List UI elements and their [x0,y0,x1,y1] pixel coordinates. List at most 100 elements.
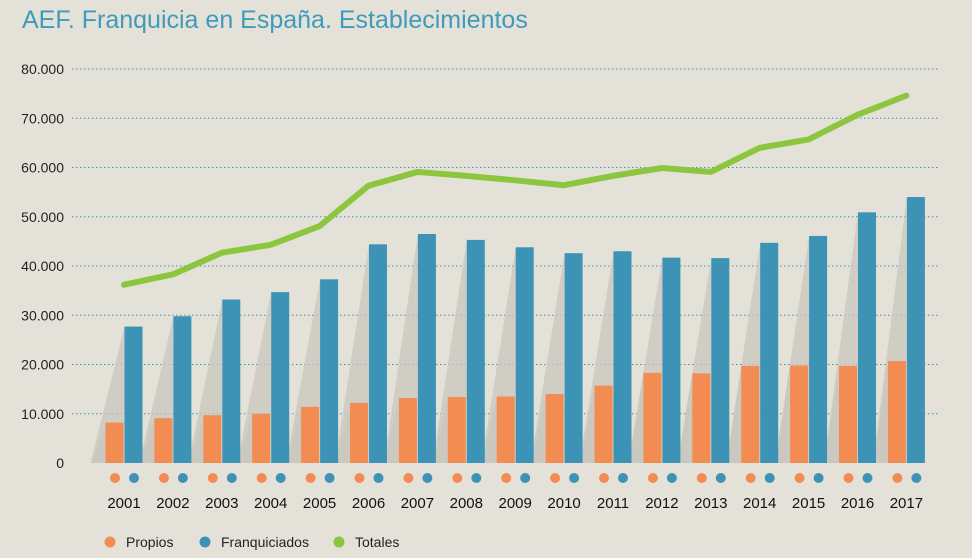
bar-franquiciados [466,239,485,463]
marker-propios [305,473,316,483]
bar-shadow [678,373,693,463]
bar-propios [545,394,564,463]
bar-shadow [629,372,644,463]
marker-franquiciados [226,473,237,483]
marker-franquiciados [129,473,139,483]
bar-shadow [287,406,302,463]
bar-shadow [91,422,106,463]
marker-propios [501,473,512,483]
bar-shadow [482,396,497,463]
x-tick-label: 2011 [597,495,629,512]
x-tick-label: 2006 [352,495,385,512]
bar-shadow [873,361,888,463]
marker-propios [110,473,120,483]
marker-franquiciados [373,473,384,483]
marker-propios [599,473,609,483]
marker-propios [158,473,169,483]
x-tick-label: 2001 [107,495,140,512]
marker-propios [403,473,414,483]
bar-shadow [433,397,448,463]
bar-shadow [384,397,399,463]
bar-propios [203,415,222,463]
x-tick-label: 2007 [401,495,434,512]
bar-propios [643,372,662,463]
y-tick-label: 0 [56,455,64,471]
marker-franquiciados [177,473,188,483]
marker-franquiciados [666,473,677,483]
marker-franquiciados [520,473,531,483]
x-tick-label: 2008 [450,495,483,512]
bar-shadow [580,385,595,463]
marker-propios [647,473,658,483]
x-tick-label: 2012 [645,495,678,512]
legend-label: Propios [126,534,173,550]
x-tick-label: 2017 [890,495,923,512]
y-tick-label: 10.000 [21,406,64,422]
x-tick-label: 2005 [303,495,336,512]
x-tick-label: 2015 [792,495,825,512]
bar-propios [105,422,124,463]
bar-shadow [531,394,546,463]
bar-propios [398,397,417,463]
bar-franquiciados [906,197,925,464]
marker-franquiciados [911,473,922,483]
bar-propios [594,385,613,463]
bar-franquiciados [124,326,143,463]
x-tick-label: 2010 [547,495,580,512]
bar-franquiciados [515,247,534,463]
bar-franquiciados [662,257,681,463]
marker-franquiciados [715,473,726,483]
x-tick-label: 2016 [841,495,874,512]
bar-franquiciados [320,279,339,463]
legend-marker [104,536,116,548]
y-tick-label: 30.000 [21,307,64,323]
marker-propios [354,473,365,483]
bar-propios [887,361,906,463]
marker-franquiciados [813,473,824,483]
bar-shadow [336,402,350,463]
bar-shadow [825,365,839,463]
bar-shadow [727,365,742,463]
bar-propios [741,365,760,463]
bar-propios [350,402,368,463]
marker-franquiciados [422,473,433,483]
marker-propios [892,473,903,483]
bar-propios [154,418,173,463]
bar-franquiciados [417,233,436,463]
chart-title: AEF. Franquicia en España. Establecimien… [22,6,528,34]
marker-franquiciados [471,473,482,483]
x-tick-label: 2013 [694,495,727,512]
bar-franquiciados [858,212,876,463]
bar-propios [301,406,320,463]
y-tick-label: 70.000 [21,110,64,126]
marker-propios [256,473,267,483]
marker-propios [745,473,756,483]
marker-franquiciados [618,473,628,483]
legend-label: Totales [355,534,399,550]
marker-franquiciados [764,473,775,483]
x-tick-label: 2014 [743,495,776,512]
bar-franquiciados [271,292,290,463]
bar-shadow [238,413,253,463]
bar-franquiciados [369,244,387,463]
y-tick-label: 50.000 [21,209,64,225]
bar-franquiciados [809,235,828,463]
bar-shadow [140,418,155,463]
marker-propios [207,473,218,483]
marker-propios [452,473,463,483]
bar-propios [447,397,466,463]
x-tick-label: 2002 [156,495,189,512]
marker-propios [696,473,707,483]
y-tick-label: 20.000 [21,357,64,373]
bar-shadow [776,365,791,463]
marker-propios [843,473,854,483]
bar-franquiciados [760,242,779,463]
bar-franquiciados [711,258,730,463]
x-tick-label: 2004 [254,495,287,512]
bar-franquiciados [613,251,632,463]
legend-marker [333,536,345,548]
marker-franquiciados [275,473,286,483]
bar-propios [692,373,711,463]
bar-propios [790,365,809,463]
